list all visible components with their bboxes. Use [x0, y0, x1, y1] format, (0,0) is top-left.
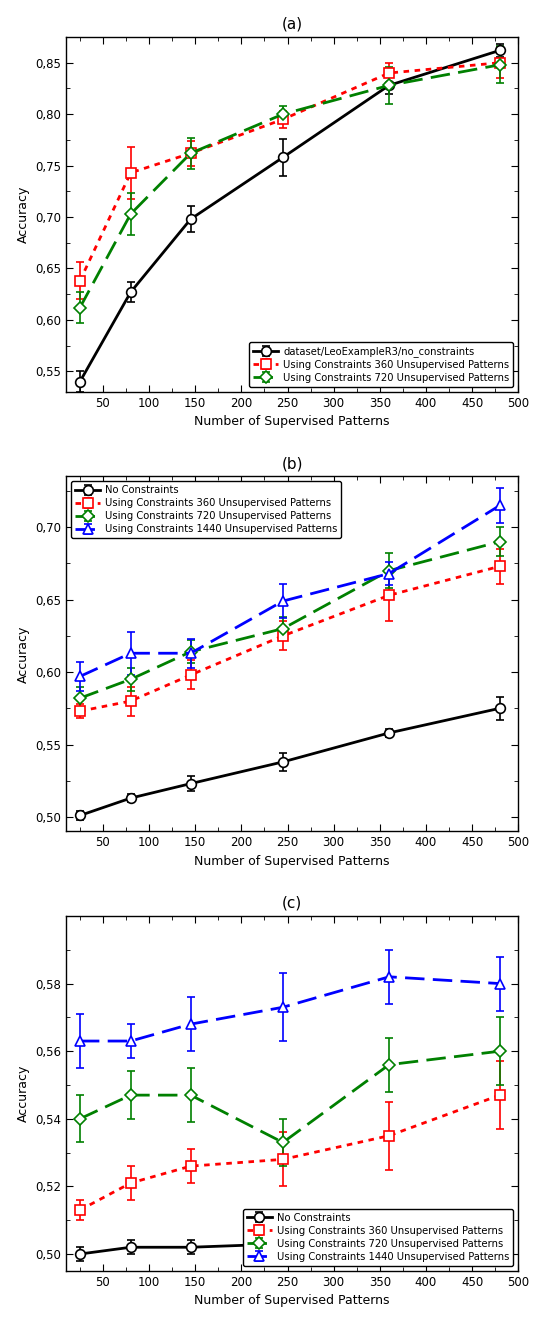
Title: (a): (a): [282, 17, 302, 32]
Legend: No Constraints, Using Constraints 360 Unsupervised Patterns, Using Constraints 7: No Constraints, Using Constraints 360 Un…: [243, 1209, 513, 1266]
X-axis label: Number of Supervised Patterns: Number of Supervised Patterns: [194, 416, 390, 429]
Y-axis label: Accuracy: Accuracy: [17, 625, 29, 683]
X-axis label: Number of Supervised Patterns: Number of Supervised Patterns: [194, 1295, 390, 1307]
Y-axis label: Accuracy: Accuracy: [17, 1064, 29, 1123]
Legend: dataset/LeoExampleR3/no_constraints, Using Constraints 360 Unsupervised Patterns: dataset/LeoExampleR3/no_constraints, Usi…: [249, 342, 513, 387]
Title: (b): (b): [281, 457, 303, 471]
Y-axis label: Accuracy: Accuracy: [17, 185, 29, 244]
Title: (c): (c): [282, 895, 302, 911]
X-axis label: Number of Supervised Patterns: Number of Supervised Patterns: [194, 855, 390, 867]
Legend: No Constraints, Using Constraints 360 Unsupervised Patterns, Using Constraints 7: No Constraints, Using Constraints 360 Un…: [71, 482, 341, 539]
